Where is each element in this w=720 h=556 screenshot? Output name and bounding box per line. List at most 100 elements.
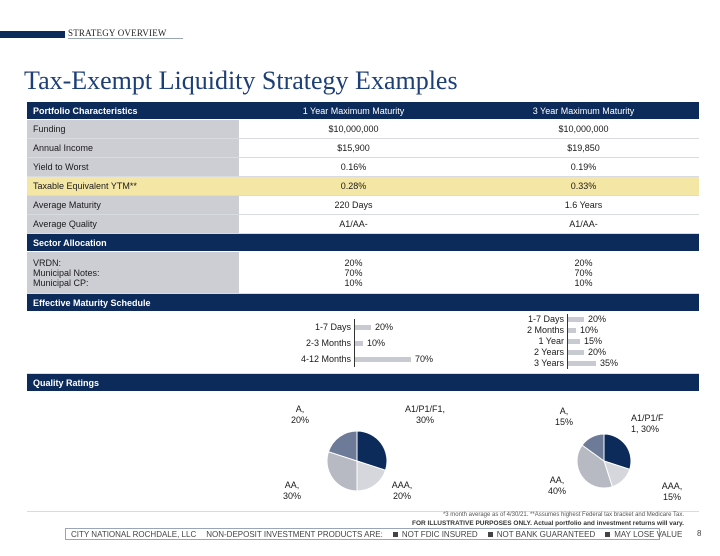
pie-label-aaa: AAA, 20%	[391, 480, 413, 501]
bar	[568, 350, 584, 355]
sector-value: 20%	[344, 257, 363, 268]
footnote: *3 month average as of 4/30/21. **Assume…	[442, 512, 684, 518]
bar	[568, 339, 580, 344]
cell-value: $10,000,000	[328, 124, 379, 134]
sector-allocation-row: VRDN: Municipal Notes: Municipal CP: 20%…	[27, 252, 699, 294]
pie-label-aa: AA, 40%	[547, 475, 566, 496]
table-row: Funding $10,000,000 $10,000,000	[27, 120, 699, 139]
sector-label: Municipal CP:	[33, 277, 89, 288]
table-row: Average Quality A1/AA- A1/AA-	[27, 215, 699, 234]
pie-slice	[581, 433, 605, 462]
row-label: Average Maturity	[27, 196, 239, 214]
cell-value: 0.33%	[570, 181, 597, 191]
disclaimer-text: NON-DEPOSIT INVESTMENT PRODUCTS ARE:	[206, 529, 383, 539]
page-title: Tax-Exempt Liquidity Strategy Examples	[24, 66, 458, 95]
section-heading: Effective Maturity Schedule	[33, 297, 151, 308]
bar-value-label: 20%	[588, 314, 607, 324]
bar-category-label: 1 Year	[538, 336, 564, 346]
cell-value: A1/AA-	[339, 219, 368, 229]
row-label: Annual Income	[27, 139, 239, 157]
sector-allocation-header: Sector Allocation	[27, 234, 699, 252]
company-name: CITY NATIONAL ROCHDALE, LLC	[71, 529, 197, 539]
column-header: 3 Year Maximum Maturity	[532, 105, 635, 116]
bar-category-label: 3 Years	[533, 358, 564, 368]
sector-value: 20%	[574, 257, 593, 268]
table-row: Annual Income $15,900 $19,850	[27, 139, 699, 158]
bar-value-label: 70%	[415, 353, 434, 364]
cell-value: $19,850	[567, 143, 600, 153]
bar	[568, 328, 576, 333]
sector-value: 10%	[574, 277, 593, 288]
cell-value: 220 Days	[334, 200, 373, 210]
column-header: Portfolio Characteristics	[33, 105, 138, 116]
bullet-icon	[487, 531, 493, 537]
section-heading: Quality Ratings	[33, 377, 100, 388]
pie-slice	[356, 460, 387, 492]
section-accent-bar	[0, 31, 65, 38]
sector-value: 70%	[574, 267, 593, 278]
bar-value-label: 20%	[375, 321, 394, 332]
cell-value: $10,000,000	[558, 124, 609, 134]
quality-ratings-header: Quality Ratings	[27, 374, 699, 392]
bar-value-label: 10%	[580, 325, 599, 335]
bar-category-label: 4-12 Months	[300, 353, 351, 364]
quality-pie-1yr	[326, 430, 388, 492]
bar	[355, 340, 363, 346]
bar-category-label: 1-7 Days	[527, 314, 564, 324]
pie-slice	[326, 451, 358, 492]
sector-labels: VRDN: Municipal Notes: Municipal CP:	[27, 252, 239, 293]
sector-label: Municipal Notes:	[33, 267, 100, 278]
bar-category-label: 2 Months	[526, 325, 564, 335]
quality-pie-3yr	[576, 433, 632, 489]
pie-label-a1: A1/P1/F1, 30%	[404, 404, 446, 425]
disclaimer-item: NOT FDIC INSURED	[392, 530, 478, 539]
maturity-schedule-header: Effective Maturity Schedule	[27, 294, 699, 312]
row-label: Average Quality	[27, 215, 239, 233]
bar-axis	[354, 319, 355, 367]
section-rule	[68, 38, 183, 39]
table-header-row: Portfolio Characteristics 1 Year Maximum…	[27, 102, 699, 120]
cell-value: 0.16%	[340, 162, 367, 172]
bar	[568, 317, 584, 322]
row-label: Taxable Equivalent YTM**	[27, 177, 239, 195]
sector-value: 10%	[344, 277, 363, 288]
section-heading: Sector Allocation	[33, 237, 107, 248]
bar-category-label: 2-3 Months	[305, 337, 351, 348]
bar-value-label: 15%	[584, 336, 603, 346]
pie-slice	[576, 444, 613, 489]
row-label: Yield to Worst	[27, 158, 239, 176]
bar-value-label: 20%	[588, 347, 607, 357]
cell-value: 0.28%	[340, 181, 367, 191]
quality-ratings-charts: A, 20% A1/P1/F1, 30% AA, 30% AAA, 20% A, 15% …	[27, 392, 699, 512]
section-label: STRATEGY OVERVIEW	[68, 28, 167, 38]
bar-axis	[567, 314, 568, 369]
cell-value: 1.6 Years	[564, 200, 603, 210]
row-label: Funding	[27, 120, 239, 138]
bar-value-label: 10%	[367, 337, 386, 348]
pie-slice	[327, 430, 358, 462]
bar	[355, 324, 371, 330]
pie-slice	[603, 433, 632, 470]
bullet-icon	[605, 531, 611, 537]
strategy-table: Portfolio Characteristics 1 Year Maximum…	[27, 102, 699, 512]
pie-label-a1: A1/P1/F 1, 30%	[631, 413, 664, 434]
table-row: Yield to Worst 0.16% 0.19%	[27, 158, 699, 177]
pie-slice	[356, 430, 388, 471]
sector-label: VRDN:	[33, 257, 62, 268]
bullet-icon	[392, 531, 398, 537]
sector-value: 70%	[344, 267, 363, 278]
pie-label-a: A, 15%	[554, 406, 573, 427]
column-header: 1 Year Maximum Maturity	[302, 105, 405, 116]
sector-values-3yr: 20% 70% 10%	[468, 252, 699, 293]
maturity-schedule-charts: 1-7 Days 20% 2-3 Months 10% 4-12 Months 70% 1-…	[27, 312, 699, 374]
cell-value: A1/AA-	[569, 219, 598, 229]
cell-value: 0.19%	[570, 162, 597, 172]
pie-label-aaa: AAA, 15%	[661, 481, 683, 502]
table-row: Average Maturity 220 Days 1.6 Years	[27, 196, 699, 215]
bar-category-label: 2 Years	[533, 347, 564, 357]
bar	[355, 356, 411, 362]
pie-label-aa: AA, 30%	[282, 480, 301, 501]
disclaimer-item: NOT BANK GUARANTEED	[487, 530, 595, 539]
table-row-highlighted: Taxable Equivalent YTM** 0.28% 0.33%	[27, 177, 699, 196]
bar-category-label: 1-7 Days	[314, 321, 351, 332]
